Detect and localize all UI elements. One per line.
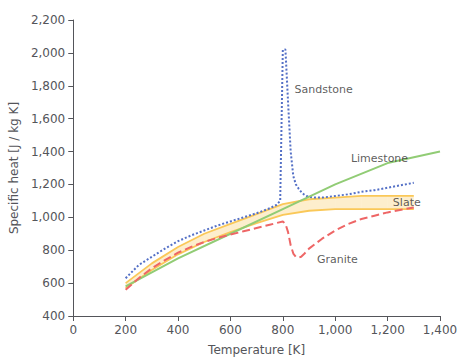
svg-text:2,200: 2,200: [31, 13, 65, 27]
svg-text:1,600: 1,600: [31, 112, 65, 126]
svg-text:Sandstone: Sandstone: [295, 83, 353, 96]
svg-text:1,200: 1,200: [31, 177, 65, 191]
svg-text:1,000: 1,000: [318, 323, 352, 337]
svg-text:800: 800: [42, 243, 65, 257]
svg-text:Limestone: Limestone: [351, 152, 408, 165]
svg-text:2,000: 2,000: [31, 46, 65, 60]
svg-text:400: 400: [167, 323, 190, 337]
svg-text:1,000: 1,000: [31, 210, 65, 224]
svg-text:0: 0: [69, 323, 77, 337]
svg-text:600: 600: [42, 276, 65, 290]
svg-text:600: 600: [219, 323, 242, 337]
svg-text:200: 200: [114, 323, 137, 337]
svg-text:400: 400: [42, 309, 65, 323]
svg-text:1,200: 1,200: [370, 323, 404, 337]
svg-text:Slate: Slate: [393, 196, 421, 209]
svg-text:Temperature [K]: Temperature [K]: [207, 343, 305, 357]
svg-text:Specific heat [J / kg K]: Specific heat [J / kg K]: [7, 102, 21, 234]
svg-text:800: 800: [271, 323, 294, 337]
svg-text:Granite: Granite: [317, 253, 358, 266]
svg-text:1,400: 1,400: [31, 145, 65, 159]
svg-text:1,800: 1,800: [31, 79, 65, 93]
svg-text:1,400: 1,400: [423, 323, 457, 337]
